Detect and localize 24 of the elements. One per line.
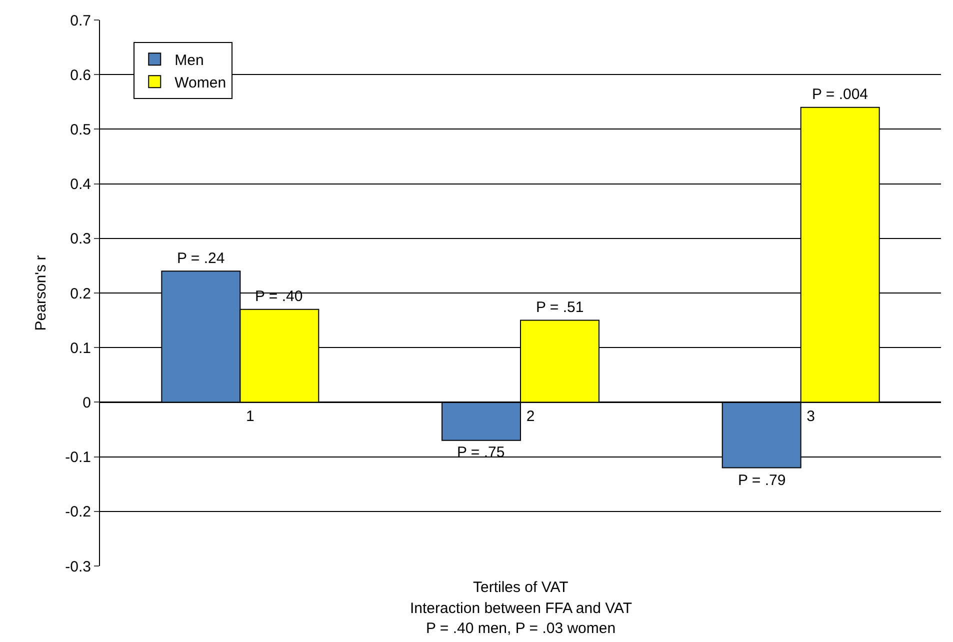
annotation: P = .24	[177, 250, 225, 267]
y-axis-title: Pearson's r	[32, 255, 50, 331]
text: Interaction between FFA and VAT	[410, 600, 632, 617]
y-tick-label: 0.2	[70, 285, 91, 302]
y-tick-label: 0.1	[70, 340, 91, 357]
annotation: P = .004	[812, 86, 868, 103]
y-tick-label: -0.3	[65, 558, 91, 576]
y-tick-label: 0.6	[70, 66, 91, 84]
x-tick-label: 2	[526, 408, 535, 426]
y-tick-label: 0.4	[70, 176, 91, 194]
y-tick-label: -0.1	[65, 449, 91, 466]
x-axis-title: Tertiles of VAT	[473, 579, 568, 596]
annotation: P = .79	[738, 472, 786, 489]
x-tick-label: 1	[246, 408, 254, 426]
y-tick-label: 0.7	[70, 12, 91, 30]
y-tick-label: 0.5	[70, 121, 91, 138]
text: P = .40 men, P = .03 women	[426, 620, 616, 637]
legend-label: Men	[174, 52, 204, 69]
y-tick-label: 0	[82, 394, 91, 412]
y-tick-label: 0.3	[70, 230, 91, 248]
legend-label: Women	[174, 74, 226, 92]
annotation: P = .51	[536, 299, 584, 316]
x-tick-label: 3	[806, 408, 815, 426]
y-tick-label: -0.2	[65, 504, 91, 521]
